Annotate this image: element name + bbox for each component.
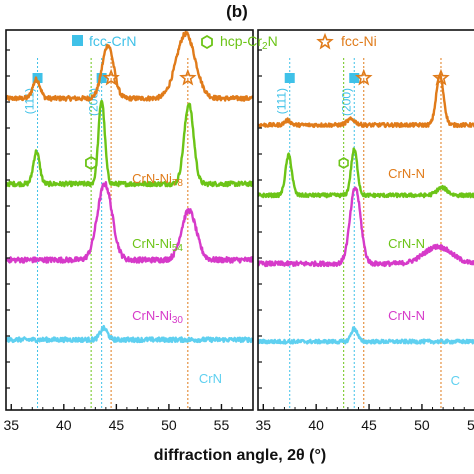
legend-crn-marker [72, 35, 83, 46]
cr2n-marker-right [338, 157, 349, 169]
x-ticks-left: 35 40 45 50 55 [3, 404, 254, 433]
series-line-right-2 [258, 186, 474, 268]
hkl-label-left-0: (111) [23, 88, 37, 114]
x-tick-label-right-1: 40 [308, 417, 324, 433]
x-tick-label-left-0: 35 [3, 417, 19, 433]
crn-marker-right-1 [349, 73, 360, 83]
series-label-left-1: CrN-Ni54 [132, 236, 183, 254]
crn-marker-left-1 [96, 73, 107, 83]
hkl-label-left-1: (200) [87, 88, 101, 116]
x-tick-label-right-2: 45 [361, 417, 377, 433]
series-line-right-3 [258, 326, 474, 345]
y-ticks-right [258, 49, 262, 389]
legend-ni-label: fcc-Ni [341, 33, 377, 49]
hkl-label-right-1: (200) [339, 88, 353, 116]
right-panel: (111) (200) CrN-N CrN-N CrN-N C 35 40 45 50 55 [255, 29, 474, 433]
series-line-left-1 [6, 99, 253, 188]
x-tick-label-right-3: 50 [414, 417, 430, 433]
x-tick-label-right-4: 55 [467, 417, 474, 433]
legend-cr2n-marker [201, 34, 213, 50]
right-panel-frame [257, 29, 474, 411]
x-tick-label-right-0: 35 [255, 417, 271, 433]
y-ticks-left [6, 49, 10, 389]
x-tick-label-left-3: 50 [161, 417, 177, 433]
series-line-left-2 [6, 181, 253, 264]
series-label-right-0: CrN-N [388, 166, 425, 181]
series-line-left-0 [6, 30, 253, 102]
x-tick-label-left-1: 40 [56, 417, 72, 433]
x-ticks-right: 35 40 45 50 55 [255, 404, 474, 433]
series-label-right-3: C [451, 373, 460, 388]
series-label-left-0: CrN-Ni78 [132, 171, 183, 189]
series-line-left-3 [6, 324, 253, 344]
series-labels-left: CrN-Ni78 CrN-Ni54 CrN-Ni30 CrN [132, 171, 222, 386]
ni-marker-right-3 [354, 68, 373, 86]
series-right [258, 73, 474, 345]
cr2n-marker-left [85, 155, 98, 171]
legend: fcc-CrN hcp-Cr2N fcc-Ni [72, 32, 377, 52]
x-tick-label-left-4: 55 [214, 417, 230, 433]
ni-marker-left-4 [179, 68, 197, 86]
series-labels-right: CrN-N CrN-N CrN-N C [388, 166, 460, 388]
legend-cr2n-label: hcp-Cr2N [220, 33, 278, 52]
legend-ni-marker [316, 32, 334, 50]
series-label-left-3: CrN [199, 371, 222, 386]
reference-lines-right: (111) (200) [275, 58, 450, 410]
series-left [6, 30, 253, 344]
series-line-right-1 [258, 147, 474, 199]
x-tick-label-left-2: 45 [109, 417, 125, 433]
legend-crn-label: fcc-CrN [89, 33, 136, 49]
series-line-right-0 [258, 73, 474, 129]
series-label-left-2: CrN-Ni30 [132, 308, 183, 326]
x-axis-label: diffraction angle, 2θ (°) [154, 447, 326, 464]
series-label-right-2: CrN-N [388, 308, 425, 323]
left-panel-frame [5, 29, 254, 411]
left-panel: (111) (200) CrN-Ni78 CrN-Ni54 CrN-Ni30 CrN 3… [3, 29, 254, 433]
crn-marker-right-0 [284, 73, 295, 83]
reference-lines-left: (111) (200) [23, 58, 197, 410]
series-label-right-1: CrN-N [388, 236, 425, 251]
panel-label: (b) [226, 2, 248, 21]
crn-marker-left-0 [32, 73, 43, 83]
hkl-label-right-0: (111) [275, 88, 289, 114]
